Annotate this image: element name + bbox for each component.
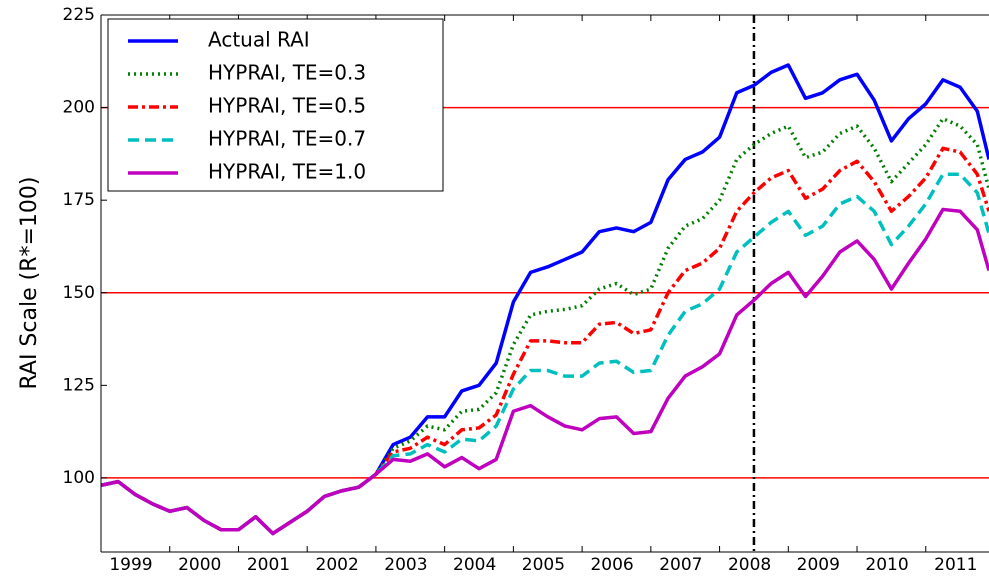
x-tick-label: 2010	[865, 555, 908, 575]
y-tick-label: 175	[63, 190, 95, 210]
x-tick-label: 1999	[109, 555, 152, 575]
y-axis-label: RAI Scale (R*=100)	[17, 177, 42, 390]
legend-label: Actual RAI	[208, 28, 310, 52]
x-tick-label: 2005	[522, 555, 565, 575]
series-line	[101, 146, 989, 536]
legend-label: HYPRAI, TE=0.5	[208, 94, 366, 118]
legend-label: HYPRAI, TE=1.0	[208, 160, 366, 184]
x-tick-label: 2006	[590, 555, 633, 575]
legend-label: HYPRAI, TE=0.3	[208, 61, 366, 85]
y-tick-label: 150	[63, 283, 95, 303]
x-tick-label: 2004	[453, 555, 496, 575]
series-line	[101, 172, 989, 536]
series-line	[101, 116, 989, 536]
series-line	[101, 207, 989, 536]
legend-box	[107, 18, 444, 192]
x-tick-label: 2007	[659, 555, 702, 575]
x-tick-label: 2002	[316, 555, 359, 575]
legend-label: HYPRAI, TE=0.7	[208, 127, 366, 151]
x-tick-label: 2008	[728, 555, 771, 575]
y-tick-label: 125	[63, 375, 95, 395]
x-tick-label: 2003	[384, 555, 427, 575]
y-tick-label: 100	[63, 468, 95, 488]
y-tick-label: 200	[63, 98, 95, 118]
y-tick-label: 225	[63, 5, 95, 25]
x-tick-label: 2001	[247, 555, 290, 575]
x-tick-label: 2000	[178, 555, 221, 575]
x-tick-label: 2009	[797, 555, 840, 575]
x-tick-label: 2011	[934, 555, 977, 575]
